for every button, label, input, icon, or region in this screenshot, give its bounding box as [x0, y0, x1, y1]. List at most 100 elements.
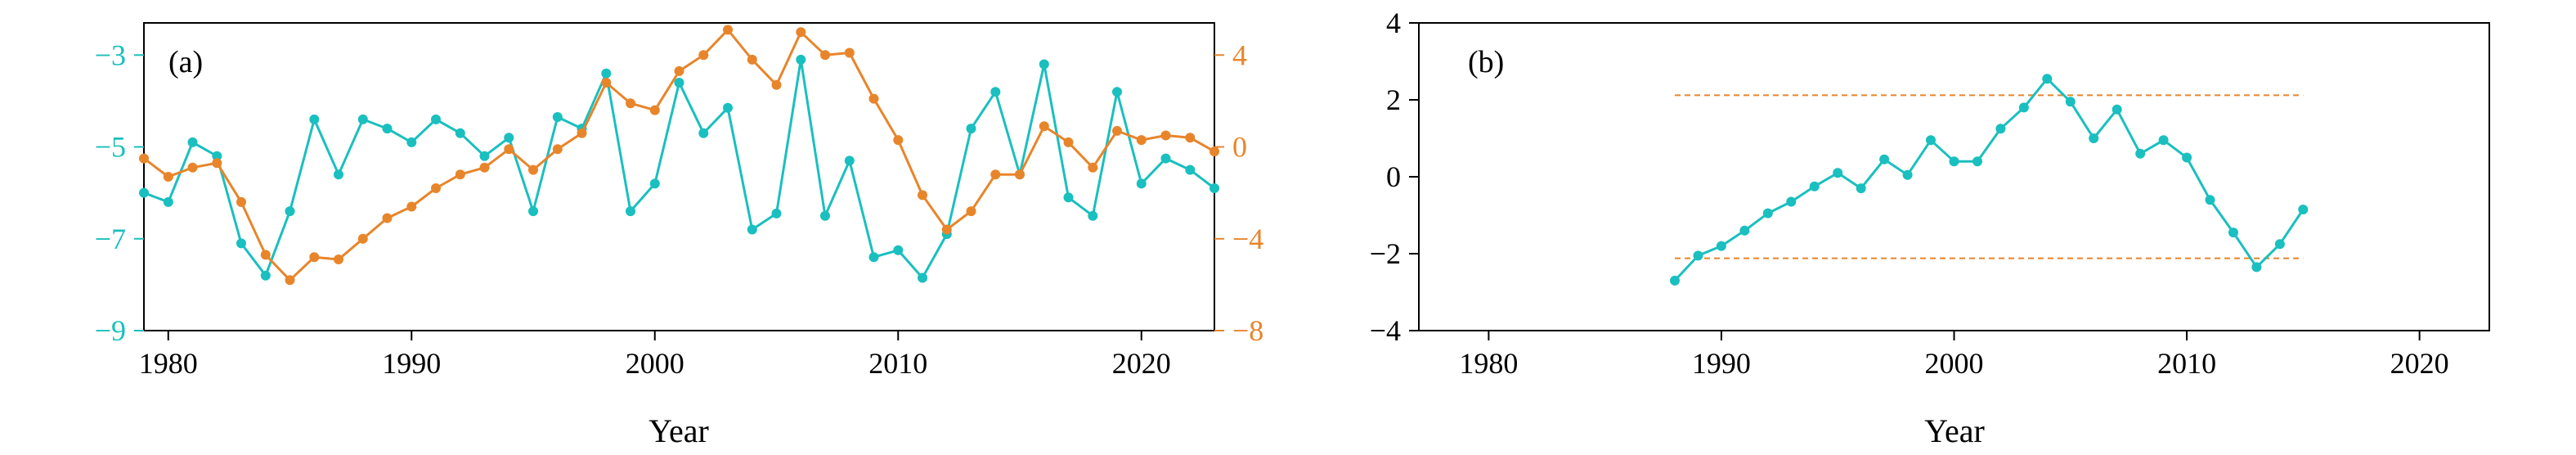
- data-point: [2182, 152, 2192, 163]
- data-point: [918, 190, 927, 200]
- data-point: [406, 201, 417, 212]
- data-point: [334, 169, 343, 180]
- data-point: [212, 151, 222, 161]
- data-point: [1063, 192, 1074, 203]
- data-point: [601, 68, 612, 79]
- data-point: [1670, 275, 1680, 286]
- data-point: [357, 233, 368, 244]
- x-tick-label: 2000: [626, 347, 684, 380]
- data-point: [528, 206, 538, 217]
- x-tick-label: 1990: [382, 347, 441, 380]
- y-axis-left-a: −9 −7 −5 −3: [95, 38, 144, 347]
- plot-frame-b: [1418, 22, 2490, 331]
- data-point: [260, 250, 271, 260]
- data-point: [2112, 104, 2122, 115]
- data-point: [1972, 156, 1982, 167]
- data-point: [844, 155, 855, 166]
- data-point: [1833, 168, 1843, 178]
- x-axis-b: 1980 1990 2000 2010 2020: [1459, 331, 2449, 380]
- y-tick-label: −7: [95, 223, 126, 255]
- data-point: [941, 224, 952, 235]
- y-tick-label: −4: [1370, 314, 1401, 347]
- data-point: [966, 124, 976, 134]
- data-point: [1160, 130, 1171, 141]
- data-point: [796, 27, 806, 38]
- data-point: [626, 206, 635, 217]
- data-point: [1995, 124, 2006, 134]
- data-point: [163, 196, 173, 207]
- data-point: [747, 54, 757, 65]
- data-point: [2251, 262, 2262, 273]
- series-line-1: [1673, 77, 2304, 282]
- series-group-a: [139, 25, 1219, 286]
- panel-label-b: (b): [1468, 45, 1504, 79]
- chart-panel-b: (b) 1980 1990 2000 2010 2020 −4 −2 0 2 4 Year: [1370, 7, 2490, 449]
- x-tick-label: 1980: [139, 347, 198, 380]
- data-point: [1088, 210, 1098, 221]
- data-point: [1926, 135, 1936, 146]
- data-point: [966, 206, 976, 217]
- y-tick-label: −9: [95, 314, 126, 347]
- data-point: [260, 270, 271, 281]
- data-point: [552, 144, 563, 155]
- data-point: [601, 78, 612, 88]
- data-point: [918, 273, 927, 283]
- data-point: [747, 224, 757, 235]
- data-point: [868, 252, 879, 263]
- data-point: [1015, 169, 1025, 180]
- data-point: [285, 275, 295, 286]
- data-point: [479, 162, 490, 173]
- y-tick-label: 2: [1386, 83, 1401, 116]
- data-point: [1879, 154, 1890, 164]
- panel-label-a: (a): [168, 45, 203, 79]
- data-point: [528, 164, 538, 175]
- data-point: [2228, 228, 2238, 238]
- data-point: [649, 105, 660, 115]
- y2-tick-label: −4: [1232, 223, 1263, 255]
- data-point: [236, 238, 246, 249]
- data-point: [844, 47, 855, 58]
- y-axis-right-a: −8 −4 0 4: [1214, 38, 1263, 347]
- data-point: [893, 245, 904, 255]
- data-point: [1209, 146, 1219, 157]
- y-tick-label: −3: [95, 38, 126, 71]
- data-point: [626, 98, 635, 109]
- data-point: [771, 79, 782, 90]
- data-point: [212, 158, 222, 169]
- data-point: [406, 137, 417, 147]
- data-point: [1160, 153, 1171, 164]
- y2-tick-label: 4: [1232, 38, 1247, 71]
- data-point: [1063, 137, 1074, 147]
- data-point: [1136, 135, 1147, 146]
- data-point: [1716, 241, 1726, 251]
- data-point: [431, 183, 441, 193]
- data-point: [285, 206, 295, 217]
- data-point: [309, 252, 320, 263]
- data-point: [455, 128, 465, 138]
- data-point: [698, 50, 709, 61]
- data-point: [649, 178, 660, 189]
- x-tick-label: 2010: [868, 347, 927, 380]
- data-point: [1902, 169, 1913, 180]
- data-point: [2135, 148, 2146, 159]
- data-point: [2018, 102, 2029, 113]
- data-point: [2205, 195, 2215, 205]
- data-point: [1185, 133, 1196, 143]
- x-axis-a: 1980 1990 2000 2010 2020: [139, 331, 1171, 380]
- data-point: [187, 137, 198, 147]
- data-point: [1762, 208, 1773, 218]
- data-point: [504, 133, 514, 143]
- data-point: [2065, 97, 2076, 107]
- data-point: [309, 114, 320, 124]
- y2-tick-label: 0: [1232, 131, 1247, 164]
- x-tick-label: 2010: [2157, 347, 2216, 380]
- x-tick-label: 1980: [1459, 347, 1518, 380]
- x-tick-label: 1990: [1692, 347, 1751, 380]
- data-point: [2089, 133, 2099, 143]
- data-point: [1039, 121, 1049, 132]
- x-tick-label: 2000: [1925, 347, 1984, 380]
- data-point: [698, 128, 709, 138]
- data-point: [2158, 135, 2169, 146]
- x-tick-label: 2020: [1112, 347, 1171, 380]
- data-point: [431, 114, 441, 124]
